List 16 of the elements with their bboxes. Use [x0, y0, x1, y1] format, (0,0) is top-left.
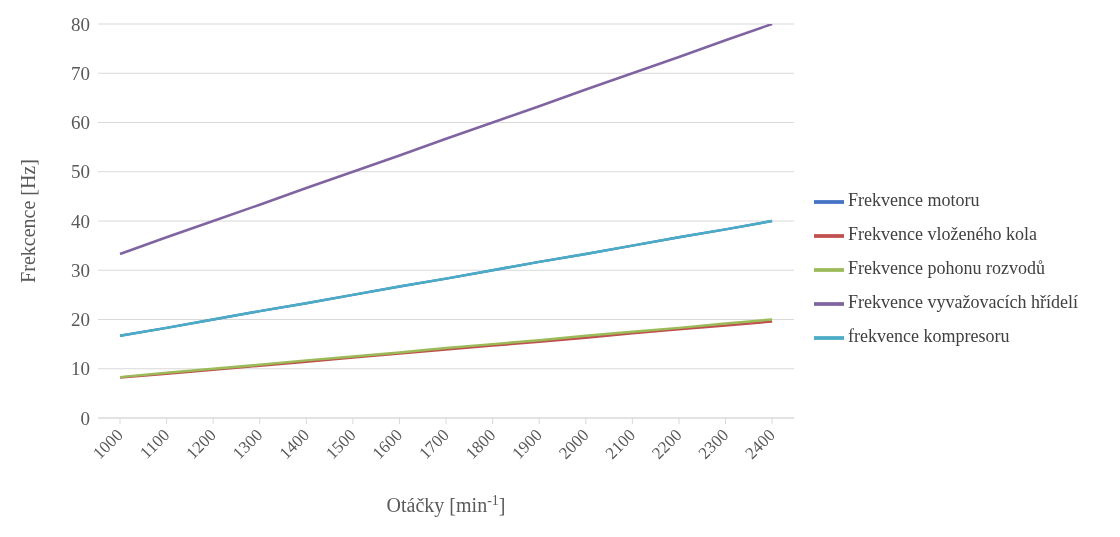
y-tick-label: 20: [71, 309, 90, 331]
legend-label: Frekvence vloženého kola: [848, 224, 1038, 244]
y-tick-label: 60: [71, 112, 90, 134]
legend-label: Frekvence pohonu rozvodů: [848, 258, 1046, 278]
y-tick-label: 10: [71, 358, 90, 380]
y-tick-label: 70: [71, 63, 90, 84]
x-axis-title: Otáčky [min$^{-1}$]: [386, 492, 506, 517]
y-axis-title: Frekcence [Hz]: [17, 159, 40, 283]
legend-label: frekvence kompresoru: [848, 326, 1010, 346]
y-tick-label: 40: [71, 210, 90, 232]
y-tick-label: 30: [71, 259, 90, 281]
y-tick-label: 50: [71, 161, 90, 183]
y-tick-label: 80: [71, 13, 90, 35]
y-tick-label: 0: [80, 407, 90, 429]
legend-label: Frekvence vyvažovacích hřídelí: [848, 292, 1078, 312]
legend-label: Frekvence motoru: [848, 190, 980, 210]
